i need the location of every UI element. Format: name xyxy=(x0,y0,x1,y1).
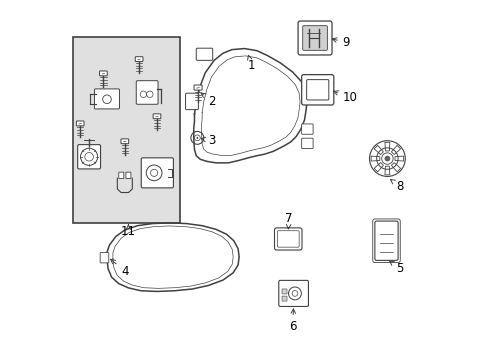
FancyBboxPatch shape xyxy=(298,21,331,55)
FancyBboxPatch shape xyxy=(136,81,158,104)
Polygon shape xyxy=(390,145,400,154)
Text: 6: 6 xyxy=(288,309,296,333)
FancyBboxPatch shape xyxy=(185,93,198,110)
FancyBboxPatch shape xyxy=(301,138,312,149)
FancyBboxPatch shape xyxy=(119,172,123,179)
FancyBboxPatch shape xyxy=(94,89,119,109)
FancyBboxPatch shape xyxy=(100,252,108,263)
FancyBboxPatch shape xyxy=(78,145,101,169)
Polygon shape xyxy=(370,156,379,161)
FancyBboxPatch shape xyxy=(194,85,202,90)
Circle shape xyxy=(384,156,389,161)
Text: 9: 9 xyxy=(331,36,349,49)
FancyBboxPatch shape xyxy=(196,48,212,60)
Text: 8: 8 xyxy=(390,179,403,193)
Polygon shape xyxy=(390,163,400,172)
FancyBboxPatch shape xyxy=(121,139,128,144)
Text: 10: 10 xyxy=(333,91,357,104)
Text: 4: 4 xyxy=(110,259,128,278)
FancyBboxPatch shape xyxy=(302,26,326,50)
FancyBboxPatch shape xyxy=(100,71,107,76)
FancyBboxPatch shape xyxy=(125,172,131,179)
Text: 1: 1 xyxy=(247,55,255,72)
FancyBboxPatch shape xyxy=(278,280,308,306)
Text: 5: 5 xyxy=(389,261,403,275)
Text: 7: 7 xyxy=(285,212,292,229)
Text: 11: 11 xyxy=(121,225,136,238)
FancyBboxPatch shape xyxy=(153,114,161,119)
Text: 2: 2 xyxy=(201,93,216,108)
FancyBboxPatch shape xyxy=(282,296,286,301)
Polygon shape xyxy=(373,145,383,154)
Circle shape xyxy=(196,137,198,139)
FancyBboxPatch shape xyxy=(301,75,333,105)
Polygon shape xyxy=(384,166,389,175)
FancyBboxPatch shape xyxy=(374,221,397,260)
FancyBboxPatch shape xyxy=(274,228,302,250)
Text: 3: 3 xyxy=(201,134,216,147)
FancyBboxPatch shape xyxy=(141,158,173,188)
FancyBboxPatch shape xyxy=(301,124,312,134)
Polygon shape xyxy=(384,142,389,151)
FancyBboxPatch shape xyxy=(306,80,328,100)
FancyBboxPatch shape xyxy=(135,57,142,62)
Polygon shape xyxy=(373,163,383,172)
FancyBboxPatch shape xyxy=(73,37,180,223)
FancyBboxPatch shape xyxy=(282,289,286,294)
Polygon shape xyxy=(394,156,403,161)
FancyBboxPatch shape xyxy=(76,121,84,126)
